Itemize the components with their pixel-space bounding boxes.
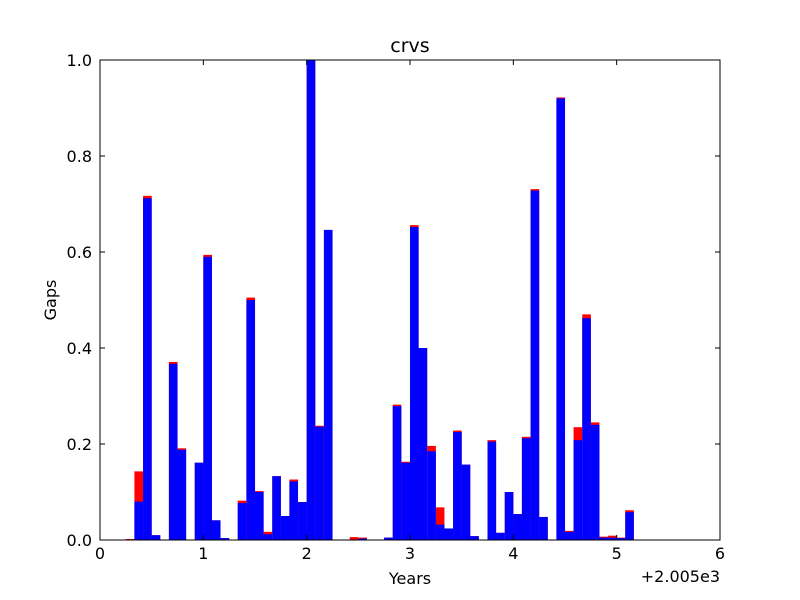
bar-series-2-19 [315,426,324,540]
bar-series-2-12 [255,492,264,540]
bar-series-2-17 [298,502,307,540]
bar-series-2-49 [625,512,634,540]
x-tick-label-4: 4 [508,544,518,563]
bar-series-2-25 [401,462,411,540]
bar-series-2-7 [203,256,212,540]
x-tick-label-5: 5 [612,544,622,563]
x-tick-label-3: 3 [405,544,415,563]
bar-series-2-6 [194,462,204,540]
bar-series-2-46 [599,537,609,540]
y-tick-label-0: 0.0 [67,531,92,550]
bar-series-2-34 [487,441,497,540]
bar-series-2-10 [237,503,247,540]
bar-series-2-30 [444,528,454,540]
bar-series-2-47 [608,537,617,540]
bar-series-2-45 [590,424,600,540]
bars-layer [125,60,634,541]
bar-series-2-14 [272,476,281,540]
bar-series-2-31 [453,432,462,540]
bar-series-2-11 [246,300,256,540]
bar-series-2-1 [134,501,144,540]
bar-series-2-29 [435,524,445,540]
bar-series-2-18 [306,60,316,540]
chart-title: crvs [390,35,429,57]
y-tick-label-1: 0.2 [67,435,92,454]
bar-series-2-4 [168,363,178,540]
bar-series-2-39 [530,190,540,540]
bar-series-2-36 [504,492,514,540]
bar-series-1-29 [435,507,445,540]
bar-series-2-16 [289,481,299,540]
x-offset-label: +2.005e3 [641,567,720,586]
bar-series-2-15 [280,516,290,540]
bar-series-2-43 [573,440,583,540]
y-tick-label-3: 0.6 [67,243,92,262]
bar-series-2-33 [470,536,479,540]
bar-series-2-42 [565,531,574,540]
bar-series-2-26 [410,227,419,541]
bar-series-2-23 [384,537,393,540]
bar-series-2-35 [496,532,505,540]
bar-series-2-8 [211,520,221,540]
bar-series-2-41 [556,98,566,541]
x-tick-label-1: 1 [198,544,208,563]
bar-series-2-48 [616,538,626,540]
bar-series-2-32 [461,464,471,540]
y-tick-label-5: 1.0 [67,51,92,70]
bar-series-2-5 [177,449,187,540]
bar-series-1-21 [349,537,359,540]
bar-series-2-24 [392,406,402,540]
bar-series-2-20 [323,229,333,541]
bar-series-2-28 [427,451,436,540]
y-tick-label-4: 0.8 [67,147,92,166]
bar-series-2-40 [539,516,548,540]
bar-series-2-44 [582,318,591,540]
x-axis-label: Years [388,569,431,588]
ticks-layer: 0 1 2 3 4 5 6 0.0 0.2 0.4 0.6 0.8 1.0 [67,51,726,563]
bar-series-2-37 [513,514,522,540]
bar-series-2-22 [358,538,367,540]
x-tick-label-0: 0 [95,544,105,563]
bar-series-2-38 [521,438,531,540]
y-axis-label: Gaps [41,280,60,321]
bar-series-2-3 [151,535,161,540]
bar-series-2-27 [418,348,428,540]
y-tick-label-2: 0.4 [67,339,92,358]
bar-series-2-2 [143,198,152,541]
bar-series-2-13 [263,534,273,540]
bar-series-2-9 [220,538,230,540]
x-tick-label-6: 6 [715,544,725,563]
x-tick-label-2: 2 [302,544,312,563]
